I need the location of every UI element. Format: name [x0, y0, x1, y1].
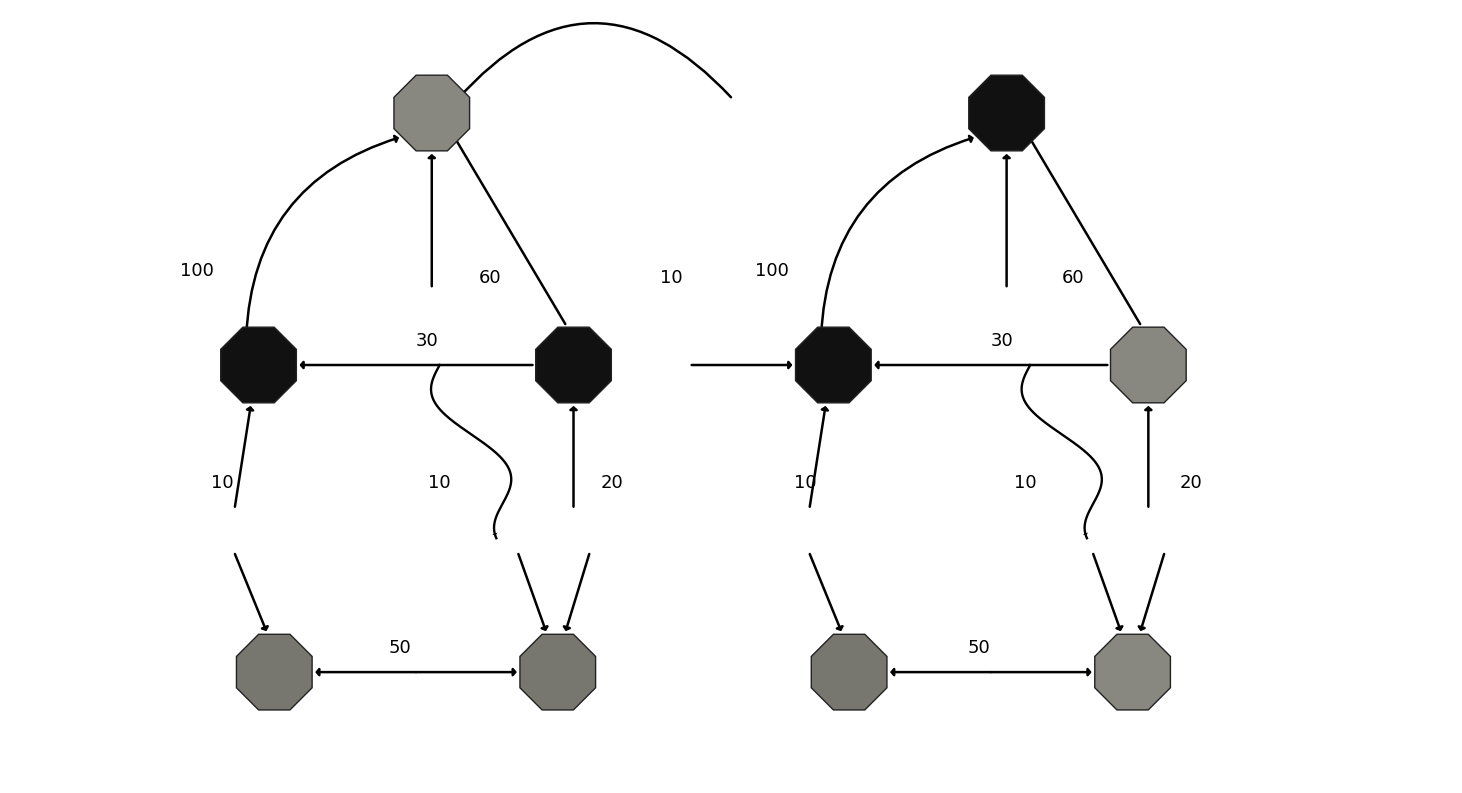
- Polygon shape: [520, 634, 595, 710]
- Polygon shape: [237, 634, 311, 710]
- Text: 30: 30: [991, 332, 1013, 351]
- Polygon shape: [535, 328, 611, 403]
- Text: 50: 50: [968, 639, 990, 657]
- Text: 10: 10: [428, 474, 450, 492]
- Text: 10: 10: [212, 474, 234, 492]
- Text: 10: 10: [794, 474, 817, 492]
- Polygon shape: [1111, 328, 1186, 403]
- Text: 20: 20: [1180, 474, 1203, 492]
- Polygon shape: [221, 328, 297, 403]
- Text: 20: 20: [601, 474, 624, 492]
- Polygon shape: [393, 75, 469, 151]
- Polygon shape: [811, 634, 887, 710]
- Polygon shape: [795, 328, 871, 403]
- Text: 60: 60: [480, 270, 501, 287]
- Text: 100: 100: [754, 262, 788, 279]
- Text: 50: 50: [389, 639, 411, 657]
- Text: 100: 100: [180, 262, 213, 279]
- Polygon shape: [969, 75, 1044, 151]
- Text: 60: 60: [1061, 270, 1085, 287]
- Polygon shape: [1095, 634, 1171, 710]
- Text: 30: 30: [417, 332, 439, 351]
- Text: 10: 10: [661, 270, 683, 287]
- Text: 10: 10: [1015, 474, 1037, 492]
